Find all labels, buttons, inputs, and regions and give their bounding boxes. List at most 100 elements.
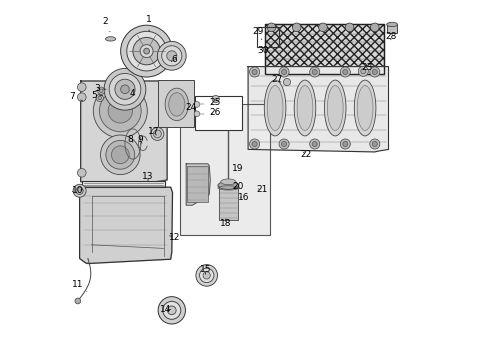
Bar — [265, 24, 384, 74]
Circle shape — [75, 298, 81, 304]
Circle shape — [342, 69, 347, 75]
Circle shape — [133, 37, 160, 65]
Ellipse shape — [218, 181, 238, 189]
Circle shape — [108, 99, 132, 123]
Ellipse shape — [326, 86, 343, 131]
Text: 16: 16 — [238, 193, 249, 202]
Circle shape — [73, 184, 86, 197]
Circle shape — [340, 139, 349, 149]
Circle shape — [251, 141, 257, 147]
Text: 28: 28 — [385, 32, 396, 41]
Ellipse shape — [168, 93, 184, 116]
Circle shape — [101, 135, 140, 175]
Circle shape — [106, 140, 134, 169]
Circle shape — [76, 187, 83, 194]
Circle shape — [121, 85, 129, 94]
Circle shape — [251, 69, 257, 75]
Circle shape — [121, 25, 172, 77]
Bar — [180, 104, 269, 235]
Circle shape — [358, 66, 367, 76]
Circle shape — [279, 67, 288, 77]
Circle shape — [369, 67, 379, 77]
Circle shape — [162, 46, 182, 66]
Circle shape — [371, 69, 377, 75]
Ellipse shape — [266, 86, 283, 131]
Bar — [265, 24, 384, 74]
Ellipse shape — [105, 37, 115, 41]
Circle shape — [292, 23, 301, 32]
Text: 3: 3 — [95, 84, 106, 93]
Text: 23: 23 — [361, 63, 372, 72]
Text: 24: 24 — [185, 103, 197, 112]
Polygon shape — [247, 67, 387, 152]
Circle shape — [109, 73, 141, 105]
Circle shape — [281, 141, 286, 147]
Circle shape — [283, 78, 290, 86]
Circle shape — [196, 265, 217, 286]
Circle shape — [281, 69, 286, 75]
Polygon shape — [81, 181, 165, 187]
Circle shape — [340, 67, 349, 77]
Text: 20: 20 — [232, 182, 243, 191]
Text: 25: 25 — [209, 98, 220, 107]
Text: 1: 1 — [146, 15, 152, 31]
Circle shape — [371, 141, 377, 147]
Circle shape — [212, 95, 219, 103]
Circle shape — [342, 141, 347, 147]
Circle shape — [151, 127, 163, 140]
Bar — [158, 80, 194, 127]
Circle shape — [104, 68, 145, 110]
Circle shape — [153, 130, 161, 138]
Ellipse shape — [165, 88, 188, 121]
Text: 10: 10 — [72, 186, 84, 195]
Text: 21: 21 — [256, 185, 267, 194]
Circle shape — [370, 23, 378, 32]
Circle shape — [279, 139, 288, 149]
Circle shape — [199, 268, 213, 283]
Text: 7: 7 — [69, 92, 82, 101]
Text: 9: 9 — [137, 135, 142, 144]
Ellipse shape — [294, 80, 315, 136]
Bar — [218, 185, 238, 220]
Text: 29: 29 — [252, 27, 264, 40]
Text: 14: 14 — [160, 305, 171, 314]
Text: 30: 30 — [257, 46, 268, 55]
Text: 5: 5 — [91, 91, 102, 100]
Circle shape — [345, 23, 353, 32]
Text: 15: 15 — [200, 266, 211, 274]
Circle shape — [249, 67, 259, 77]
Circle shape — [111, 146, 129, 164]
Circle shape — [157, 41, 186, 70]
Circle shape — [99, 90, 141, 132]
Circle shape — [309, 139, 319, 149]
Polygon shape — [186, 164, 210, 205]
Text: 19: 19 — [231, 164, 243, 173]
Text: 11: 11 — [72, 280, 87, 292]
Ellipse shape — [354, 80, 375, 136]
Circle shape — [249, 139, 259, 149]
Circle shape — [77, 93, 86, 102]
Circle shape — [194, 102, 200, 107]
Circle shape — [99, 89, 103, 93]
Circle shape — [77, 168, 86, 177]
Text: 12: 12 — [168, 233, 180, 242]
Circle shape — [194, 111, 200, 117]
Polygon shape — [81, 81, 167, 183]
Text: 13: 13 — [142, 172, 153, 181]
Circle shape — [143, 48, 149, 54]
Text: 6: 6 — [171, 55, 177, 64]
Circle shape — [311, 141, 317, 147]
Circle shape — [163, 301, 181, 319]
Text: 26: 26 — [209, 108, 220, 117]
Text: 18: 18 — [220, 219, 231, 229]
Text: 2: 2 — [102, 17, 110, 32]
Ellipse shape — [324, 80, 346, 136]
Circle shape — [98, 87, 104, 94]
Ellipse shape — [296, 86, 312, 131]
Text: 17: 17 — [148, 127, 159, 136]
Circle shape — [140, 45, 153, 58]
Bar — [194, 96, 242, 130]
Text: 27: 27 — [271, 76, 282, 85]
Circle shape — [158, 297, 185, 324]
Circle shape — [77, 83, 86, 91]
